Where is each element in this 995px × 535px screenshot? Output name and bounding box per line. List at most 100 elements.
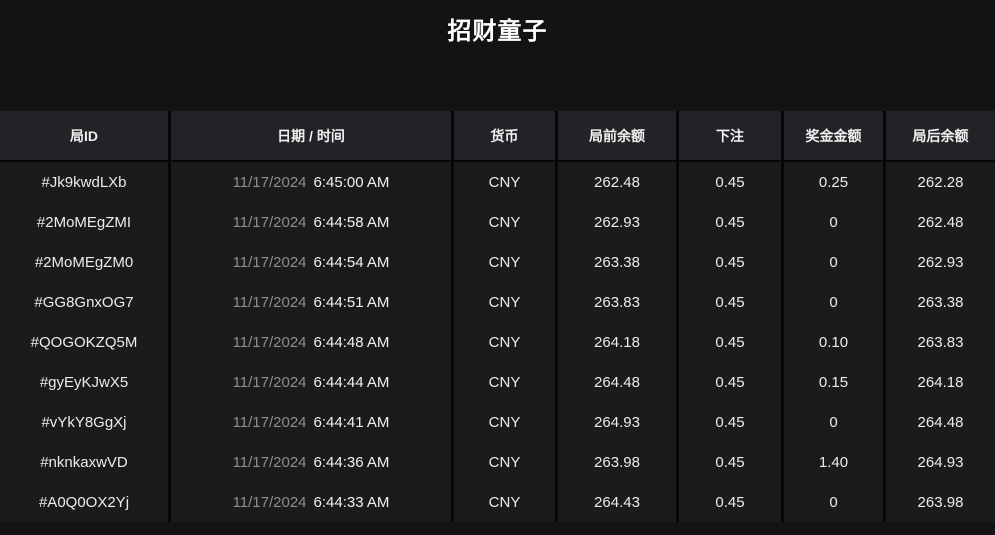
time-text: 6:44:36 AM <box>313 453 390 471</box>
datetime-cell: 11/17/2024 6:44:36 AM <box>171 442 451 482</box>
currency-cell: CNY <box>454 442 555 482</box>
table-row: #2MoMEgZMI 11/17/2024 6:44:58 AM CNY 262… <box>0 202 995 242</box>
date-text: 11/17/2024 <box>232 413 307 431</box>
bet-cell: 0.45 <box>679 282 781 322</box>
datetime-cell: 11/17/2024 6:44:54 AM <box>171 242 451 282</box>
prize-cell: 0 <box>784 482 883 522</box>
game-id-cell: #Jk9kwdLXb <box>0 162 168 202</box>
balance-after-cell: 262.93 <box>886 242 995 282</box>
bet-cell: 0.45 <box>679 482 781 522</box>
currency-cell: CNY <box>454 402 555 442</box>
bet-cell: 0.45 <box>679 402 781 442</box>
table-row: #vYkY8GgXj 11/17/2024 6:44:41 AM CNY 264… <box>0 402 995 442</box>
game-id-cell: #GG8GnxOG7 <box>0 282 168 322</box>
time-text: 6:44:58 AM <box>313 213 390 231</box>
datetime-cell: 11/17/2024 6:44:48 AM <box>171 322 451 362</box>
datetime-cell: 11/17/2024 6:44:51 AM <box>171 282 451 322</box>
column-header-datetime: 日期 / 时间 <box>171 111 451 160</box>
time-text: 6:44:41 AM <box>313 413 390 431</box>
date-text: 11/17/2024 <box>232 173 307 191</box>
time-text: 6:44:44 AM <box>313 373 390 391</box>
currency-cell: CNY <box>454 322 555 362</box>
date-text: 11/17/2024 <box>232 373 307 391</box>
date-text: 11/17/2024 <box>232 293 307 311</box>
bet-cell: 0.45 <box>679 242 781 282</box>
bet-cell: 0.45 <box>679 202 781 242</box>
balance-after-cell: 262.48 <box>886 202 995 242</box>
table-row: #Jk9kwdLXb 11/17/2024 6:45:00 AM CNY 262… <box>0 162 995 202</box>
balance-before-cell: 262.93 <box>558 202 676 242</box>
bet-cell: 0.45 <box>679 442 781 482</box>
balance-before-cell: 263.98 <box>558 442 676 482</box>
currency-cell: CNY <box>454 202 555 242</box>
title-bar: 招财童子 <box>0 0 995 111</box>
balance-before-cell: 262.48 <box>558 162 676 202</box>
game-id-cell: #QOGOKZQ5M <box>0 322 168 362</box>
column-header-bet: 下注 <box>679 111 781 160</box>
bet-cell: 0.45 <box>679 162 781 202</box>
balance-before-cell: 264.93 <box>558 402 676 442</box>
game-id-cell: #vYkY8GgXj <box>0 402 168 442</box>
date-text: 11/17/2024 <box>232 333 307 351</box>
balance-before-cell: 263.83 <box>558 282 676 322</box>
column-header-balance-before: 局前余额 <box>558 111 676 160</box>
table-row: #GG8GnxOG7 11/17/2024 6:44:51 AM CNY 263… <box>0 282 995 322</box>
game-id-cell: #nknkaxwVD <box>0 442 168 482</box>
prize-cell: 0 <box>784 282 883 322</box>
bet-cell: 0.45 <box>679 362 781 402</box>
game-id-cell: #2MoMEgZM0 <box>0 242 168 282</box>
balance-before-cell: 264.48 <box>558 362 676 402</box>
balance-after-cell: 264.93 <box>886 442 995 482</box>
datetime-cell: 11/17/2024 6:44:58 AM <box>171 202 451 242</box>
table-row: #2MoMEgZM0 11/17/2024 6:44:54 AM CNY 263… <box>0 242 995 282</box>
balance-after-cell: 264.18 <box>886 362 995 402</box>
balance-before-cell: 263.38 <box>558 242 676 282</box>
prize-cell: 0 <box>784 202 883 242</box>
column-header-currency: 货币 <box>454 111 555 160</box>
game-id-cell: #gyEyKJwX5 <box>0 362 168 402</box>
prize-cell: 0.25 <box>784 162 883 202</box>
table-row: #A0Q0OX2Yj 11/17/2024 6:44:33 AM CNY 264… <box>0 482 995 522</box>
time-text: 6:44:51 AM <box>313 293 390 311</box>
table-body: #Jk9kwdLXb 11/17/2024 6:45:00 AM CNY 262… <box>0 162 995 522</box>
balance-before-cell: 264.18 <box>558 322 676 362</box>
table-row: #QOGOKZQ5M 11/17/2024 6:44:48 AM CNY 264… <box>0 322 995 362</box>
table-row: #nknkaxwVD 11/17/2024 6:44:36 AM CNY 263… <box>0 442 995 482</box>
time-text: 6:45:00 AM <box>313 173 390 191</box>
balance-before-cell: 264.43 <box>558 482 676 522</box>
currency-cell: CNY <box>454 162 555 202</box>
game-id-cell: #2MoMEgZMI <box>0 202 168 242</box>
table-row: #gyEyKJwX5 11/17/2024 6:44:44 AM CNY 264… <box>0 362 995 402</box>
currency-cell: CNY <box>454 482 555 522</box>
column-header-prize: 奖金金额 <box>784 111 883 160</box>
datetime-cell: 11/17/2024 6:45:00 AM <box>171 162 451 202</box>
balance-after-cell: 262.28 <box>886 162 995 202</box>
time-text: 6:44:33 AM <box>313 493 390 511</box>
prize-cell: 0.10 <box>784 322 883 362</box>
balance-after-cell: 264.48 <box>886 402 995 442</box>
table-header-row: 局ID 日期 / 时间 货币 局前余额 下注 奖金金额 局后余额 <box>0 111 995 160</box>
date-text: 11/17/2024 <box>232 213 307 231</box>
game-history-table: 局ID 日期 / 时间 货币 局前余额 下注 奖金金额 局后余额 #Jk9kwd… <box>0 111 995 522</box>
prize-cell: 0 <box>784 402 883 442</box>
column-header-game-id: 局ID <box>0 111 168 160</box>
balance-after-cell: 263.38 <box>886 282 995 322</box>
page-title: 招财童子 <box>447 18 548 45</box>
datetime-cell: 11/17/2024 6:44:41 AM <box>171 402 451 442</box>
column-header-balance-after: 局后余额 <box>886 111 995 160</box>
prize-cell: 0.15 <box>784 362 883 402</box>
currency-cell: CNY <box>454 362 555 402</box>
time-text: 6:44:48 AM <box>313 333 390 351</box>
date-text: 11/17/2024 <box>232 253 307 271</box>
date-text: 11/17/2024 <box>232 453 307 471</box>
game-id-cell: #A0Q0OX2Yj <box>0 482 168 522</box>
currency-cell: CNY <box>454 242 555 282</box>
prize-cell: 1.40 <box>784 442 883 482</box>
date-text: 11/17/2024 <box>232 493 307 511</box>
time-text: 6:44:54 AM <box>313 253 390 271</box>
datetime-cell: 11/17/2024 6:44:33 AM <box>171 482 451 522</box>
balance-after-cell: 263.83 <box>886 322 995 362</box>
datetime-cell: 11/17/2024 6:44:44 AM <box>171 362 451 402</box>
bet-cell: 0.45 <box>679 322 781 362</box>
currency-cell: CNY <box>454 282 555 322</box>
